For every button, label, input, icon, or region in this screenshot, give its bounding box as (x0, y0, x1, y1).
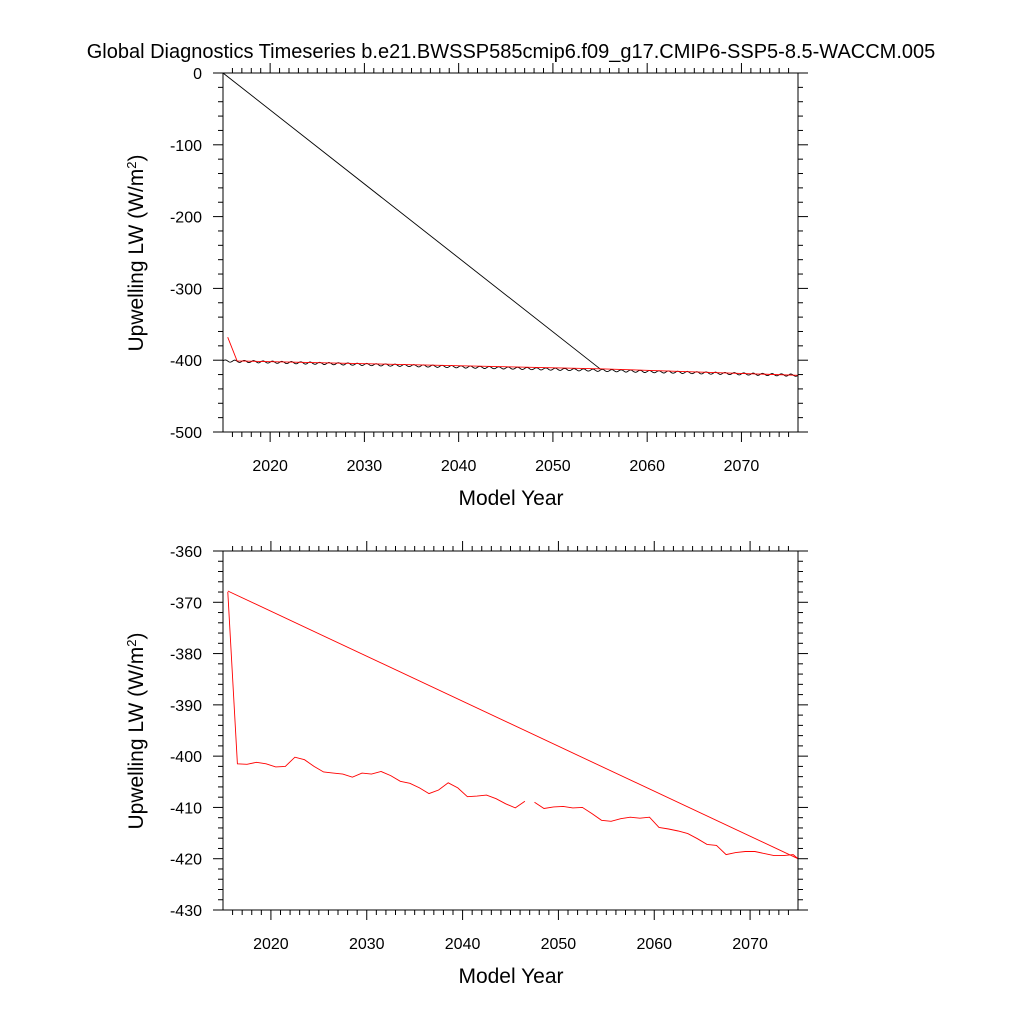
lower-panel: Upwelling LW (W/m2) Model Year 2020 2030 2… (124, 541, 808, 988)
y-tick-label: -200 (170, 210, 202, 227)
y-tick-label: -420 (170, 852, 202, 869)
y-tick-label: -430 (170, 903, 202, 920)
series-annual-2-line (534, 801, 799, 860)
y-tick-label: -400 (170, 353, 202, 370)
y-tick-label: -500 (170, 425, 202, 442)
series-annual-trend-line (599, 368, 799, 376)
x-tick-label: 2060 (636, 936, 672, 953)
plot-frame (222, 550, 799, 911)
series-annual-1-line (227, 591, 526, 809)
lower-x-axis-label: Model Year (458, 965, 563, 988)
y-tick-label: -100 (170, 138, 202, 155)
series-monthly-line (222, 72, 601, 370)
y-tick-label: -380 (170, 647, 202, 664)
series-trend-line (227, 590, 799, 860)
upper-y-axis-label: Upwelling LW (W/m2) (124, 154, 149, 351)
x-tick-label: 2040 (441, 458, 477, 475)
x-tick-label: 2070 (724, 458, 760, 475)
chart-title: Global Diagnostics Timeseries b.e21.BWSS… (87, 41, 936, 63)
y-tick-label: -400 (170, 749, 202, 766)
upper-panel: Upwelling LW (W/m2) Model Year 2020 2030 2… (124, 63, 808, 510)
x-tick-label: 2040 (445, 936, 481, 953)
x-tick-label: 2050 (541, 936, 577, 953)
series-annual-line (227, 337, 601, 370)
y-tick-label: 0 (193, 66, 202, 83)
lower-y-axis-label: Upwelling LW (W/m2) (124, 632, 149, 829)
y-tick-label: -390 (170, 698, 202, 715)
x-tick-label: 2030 (347, 458, 383, 475)
y-tick-label: -360 (170, 544, 202, 561)
x-tick-label: 2060 (629, 458, 665, 475)
x-tick-label: 2070 (732, 936, 768, 953)
x-tick-label: 2020 (253, 936, 289, 953)
x-tick-label: 2050 (535, 458, 571, 475)
x-tick-label: 2030 (349, 936, 385, 953)
upper-x-axis-label: Model Year (458, 487, 563, 510)
y-tick-label: -370 (170, 595, 202, 612)
y-tick-label: -300 (170, 281, 202, 298)
x-tick-label: 2020 (252, 458, 288, 475)
plot-frame (222, 72, 799, 433)
y-tick-label: -410 (170, 800, 202, 817)
